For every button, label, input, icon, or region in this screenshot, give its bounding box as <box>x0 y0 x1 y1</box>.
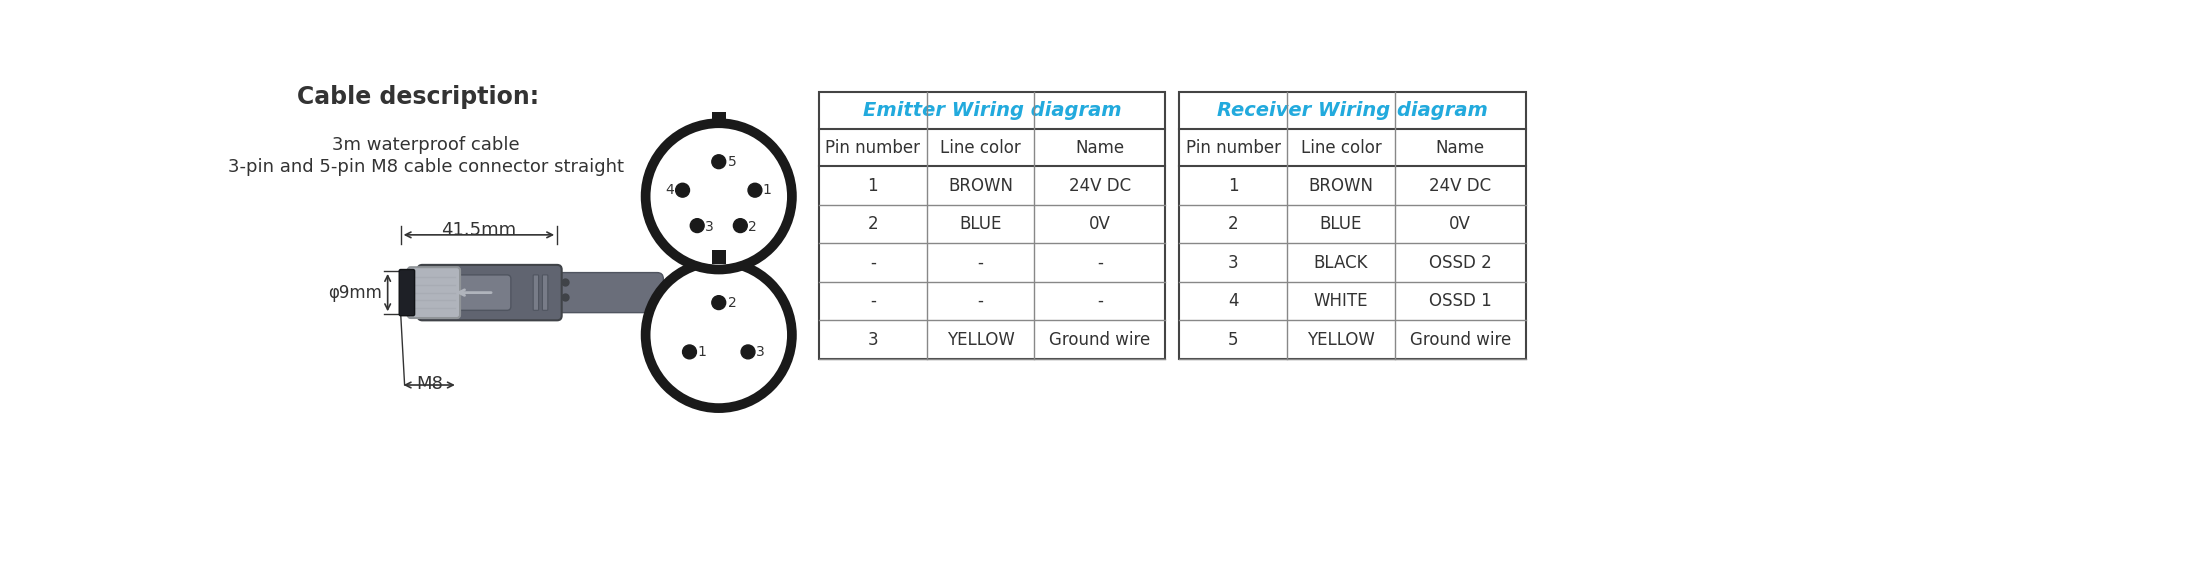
Text: M8: M8 <box>415 375 443 392</box>
Text: Ground wire: Ground wire <box>1409 331 1510 349</box>
Circle shape <box>683 345 696 359</box>
FancyBboxPatch shape <box>399 269 415 316</box>
Text: 24V DC: 24V DC <box>1429 176 1490 194</box>
Text: 2: 2 <box>867 215 878 233</box>
FancyBboxPatch shape <box>408 267 461 318</box>
Circle shape <box>676 183 689 197</box>
Text: YELLOW: YELLOW <box>1306 331 1374 349</box>
Text: -: - <box>977 253 983 272</box>
Circle shape <box>711 296 727 310</box>
FancyBboxPatch shape <box>516 273 663 312</box>
Text: 3: 3 <box>867 331 878 349</box>
Circle shape <box>711 155 727 169</box>
Circle shape <box>742 345 755 359</box>
Circle shape <box>689 218 705 232</box>
Text: OSSD 1: OSSD 1 <box>1429 292 1493 310</box>
Text: 24V DC: 24V DC <box>1069 176 1130 194</box>
Text: 1: 1 <box>867 176 878 194</box>
Text: -: - <box>869 253 876 272</box>
Text: 3-pin and 5-pin M8 cable connector straight: 3-pin and 5-pin M8 cable connector strai… <box>228 158 623 176</box>
Text: 1: 1 <box>762 183 770 197</box>
Text: 4: 4 <box>665 183 674 197</box>
Text: 0V: 0V <box>1449 215 1471 233</box>
FancyBboxPatch shape <box>417 265 562 321</box>
Text: φ9mm: φ9mm <box>327 284 382 301</box>
Text: -: - <box>869 292 876 310</box>
Text: 5: 5 <box>1227 331 1238 349</box>
Circle shape <box>733 218 746 232</box>
Text: Name: Name <box>1436 139 1484 157</box>
Text: 3: 3 <box>705 220 713 234</box>
Text: YELLOW: YELLOW <box>946 331 1014 349</box>
Text: OSSD 2: OSSD 2 <box>1429 253 1493 272</box>
Text: 4: 4 <box>1227 292 1238 310</box>
Text: BROWN: BROWN <box>1308 176 1374 194</box>
Text: Emitter Wiring diagram: Emitter Wiring diagram <box>863 102 1122 120</box>
FancyBboxPatch shape <box>533 275 538 310</box>
Text: BLACK: BLACK <box>1313 253 1367 272</box>
Text: 3: 3 <box>755 345 764 359</box>
Text: Pin number: Pin number <box>1185 139 1280 157</box>
Text: 2: 2 <box>1227 215 1238 233</box>
Text: -: - <box>1098 253 1102 272</box>
Text: BLUE: BLUE <box>959 215 1001 233</box>
Text: 2: 2 <box>748 220 757 234</box>
Text: -: - <box>1098 292 1102 310</box>
Text: Ground wire: Ground wire <box>1049 331 1150 349</box>
FancyBboxPatch shape <box>542 275 549 310</box>
Bar <box>711 251 727 264</box>
Text: 0V: 0V <box>1089 215 1111 233</box>
FancyBboxPatch shape <box>446 275 511 310</box>
Text: 3m waterproof cable: 3m waterproof cable <box>331 136 520 154</box>
Text: 41.5mm: 41.5mm <box>441 221 516 239</box>
Text: Receiver Wiring diagram: Receiver Wiring diagram <box>1216 102 1488 120</box>
Text: BLUE: BLUE <box>1319 215 1363 233</box>
Bar <box>1179 92 1526 359</box>
Text: 2: 2 <box>729 296 738 310</box>
Text: 5: 5 <box>729 155 738 169</box>
Text: Name: Name <box>1076 139 1124 157</box>
Text: -: - <box>977 292 983 310</box>
Text: 1: 1 <box>1227 176 1238 194</box>
Text: Cable description:: Cable description: <box>296 85 540 109</box>
Circle shape <box>645 262 792 408</box>
Circle shape <box>748 183 762 197</box>
Text: Pin number: Pin number <box>825 139 920 157</box>
Bar <box>711 112 727 126</box>
Text: Line color: Line color <box>1302 139 1381 157</box>
Text: BROWN: BROWN <box>948 176 1014 194</box>
Text: Line color: Line color <box>939 139 1021 157</box>
Text: WHITE: WHITE <box>1313 292 1367 310</box>
Text: 3: 3 <box>1227 253 1238 272</box>
Circle shape <box>645 123 792 269</box>
Bar <box>819 92 1166 359</box>
Text: 1: 1 <box>698 345 707 359</box>
